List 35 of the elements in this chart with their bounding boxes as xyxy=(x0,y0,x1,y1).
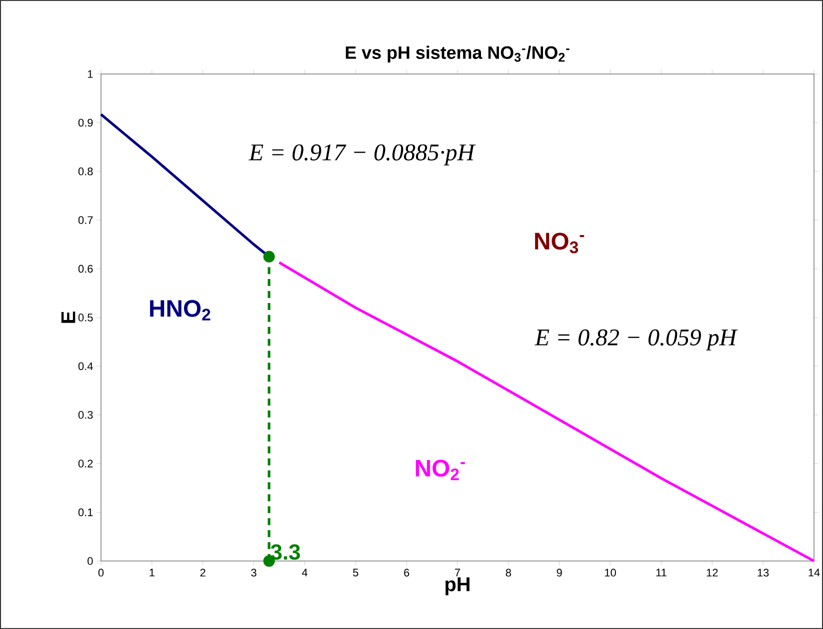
x-tick-label: 5 xyxy=(353,568,358,576)
x-axis-title: pH xyxy=(446,577,470,596)
y-axis-title: E xyxy=(61,312,76,323)
x-tick-label: 14 xyxy=(808,568,820,576)
y-tick-label: 0.4 xyxy=(78,362,93,370)
annotation: E = 0.917 − 0.0885·pH xyxy=(248,144,476,166)
x-tick-label: 13 xyxy=(758,568,769,577)
annotation: HNO$_{2}$ xyxy=(150,300,210,320)
x-tick-label: 7 xyxy=(455,568,460,576)
y-tick-label: 0.5 xyxy=(78,314,93,322)
x-tick-label: 4 xyxy=(302,568,308,576)
y-tick-label: 0.3 xyxy=(78,411,93,419)
annotation: NO$_{3}$- xyxy=(535,232,584,254)
annotation: NO$_{2}$- xyxy=(416,460,465,480)
x-tick-label: 12 xyxy=(706,568,718,576)
y-tick-label: 0.8 xyxy=(78,168,93,176)
y-tick-label: 0.7 xyxy=(78,216,93,224)
x-tick-label: 11 xyxy=(656,568,666,576)
x-tick-label: 2 xyxy=(200,568,206,576)
y-tick-label: 0 xyxy=(88,557,93,565)
x-tick-label: 0 xyxy=(98,568,104,577)
y-tick-label: 1 xyxy=(88,70,93,78)
annotation: E = 0.82 − 0.059 pH xyxy=(534,329,738,350)
x-tick-label: 6 xyxy=(404,568,410,577)
x-tick-label: 1 xyxy=(150,568,154,576)
x-tick-label: 8 xyxy=(506,568,511,577)
x-tick-label: 9 xyxy=(556,568,562,577)
y-tick-label: 0.6 xyxy=(78,264,93,273)
y-tick-label: 0.9 xyxy=(78,118,93,127)
chart-title: E vs pH sistema NO$_{3}$$^{-}$/NO$_{2}$- xyxy=(346,46,570,62)
x-tick-label: 3 xyxy=(251,568,256,577)
y-tick-label: 0.1 xyxy=(78,508,93,516)
annotation: 3.3 xyxy=(270,544,300,560)
x-tick-label: 10 xyxy=(605,568,616,577)
y-tick-label: 0.2 xyxy=(78,460,93,468)
